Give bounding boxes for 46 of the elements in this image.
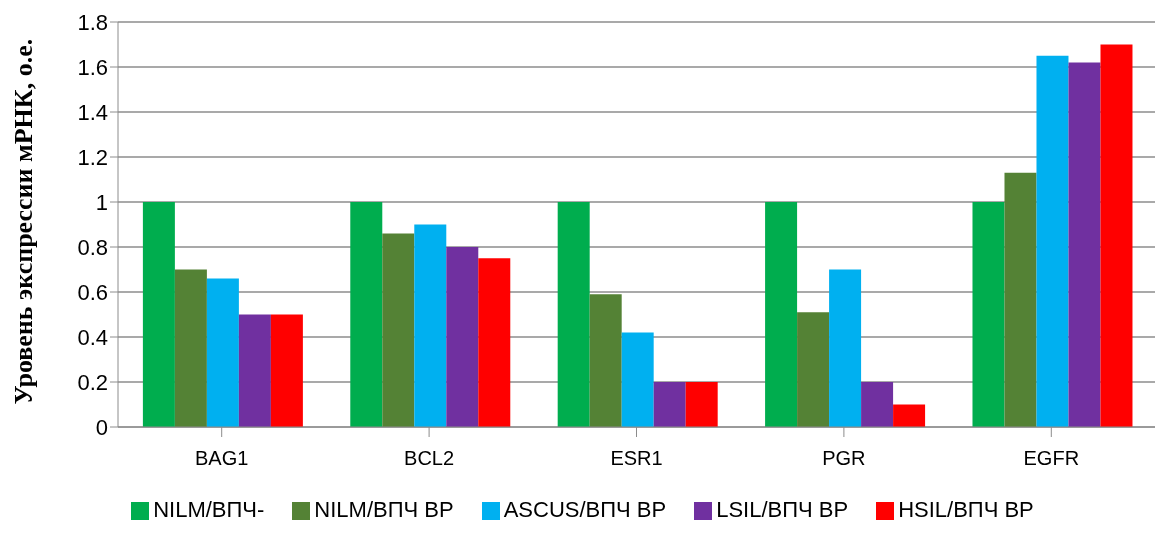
- x-tick-label: ESR1: [610, 447, 663, 470]
- bar: [557, 202, 590, 427]
- bar: [478, 258, 511, 427]
- bar: [142, 202, 175, 427]
- y-tick-label: 0.4: [77, 324, 108, 350]
- y-tick-label: 0: [95, 414, 108, 440]
- x-tick-label: BAG1: [195, 447, 249, 470]
- y-tick-label: 1.8: [77, 9, 108, 35]
- bar: [414, 224, 447, 427]
- bar: [206, 278, 239, 427]
- legend-label: LSIL/ВПЧ ВР: [716, 497, 849, 522]
- bar: [653, 382, 686, 427]
- y-tick-label: 1.6: [77, 54, 108, 80]
- bar: [238, 314, 271, 427]
- bar: [685, 382, 718, 427]
- legend-label: NILM/ВПЧ-: [153, 497, 265, 522]
- bar: [350, 202, 383, 427]
- bar: [1100, 44, 1133, 427]
- y-axis-title: Уровень экспрессии мРНК, о.е.: [9, 38, 39, 405]
- legend-label: ASCUS/ВПЧ ВР: [503, 497, 667, 522]
- y-tick-label: 1.2: [77, 144, 108, 170]
- bar: [972, 202, 1005, 427]
- legend-label: NILM/ВПЧ ВР: [314, 497, 454, 522]
- y-tick-label: 0.6: [77, 279, 108, 305]
- y-tick-label: 0.8: [77, 234, 108, 260]
- bar: [270, 314, 303, 427]
- y-tick-label: 1: [95, 189, 108, 215]
- bar: [765, 202, 798, 427]
- bar: [174, 269, 207, 427]
- x-tick-label: EGFR: [1023, 447, 1080, 470]
- bar: [382, 233, 415, 427]
- bar: [797, 312, 830, 427]
- bar: [829, 269, 862, 427]
- bar: [621, 332, 654, 427]
- x-tick-label: BCL2: [404, 447, 455, 470]
- bar: [589, 294, 622, 427]
- bar: [1068, 62, 1101, 427]
- bar: [1036, 55, 1069, 427]
- bar: [861, 382, 894, 427]
- bar: [1004, 172, 1037, 427]
- bar: [446, 247, 479, 427]
- bar: [893, 404, 926, 427]
- x-tick-label: PGR: [822, 447, 866, 470]
- y-tick-label: 1.4: [77, 99, 108, 125]
- y-tick-label: 0.2: [77, 369, 108, 395]
- legend-label: HSIL/ВПЧ ВР: [898, 497, 1034, 522]
